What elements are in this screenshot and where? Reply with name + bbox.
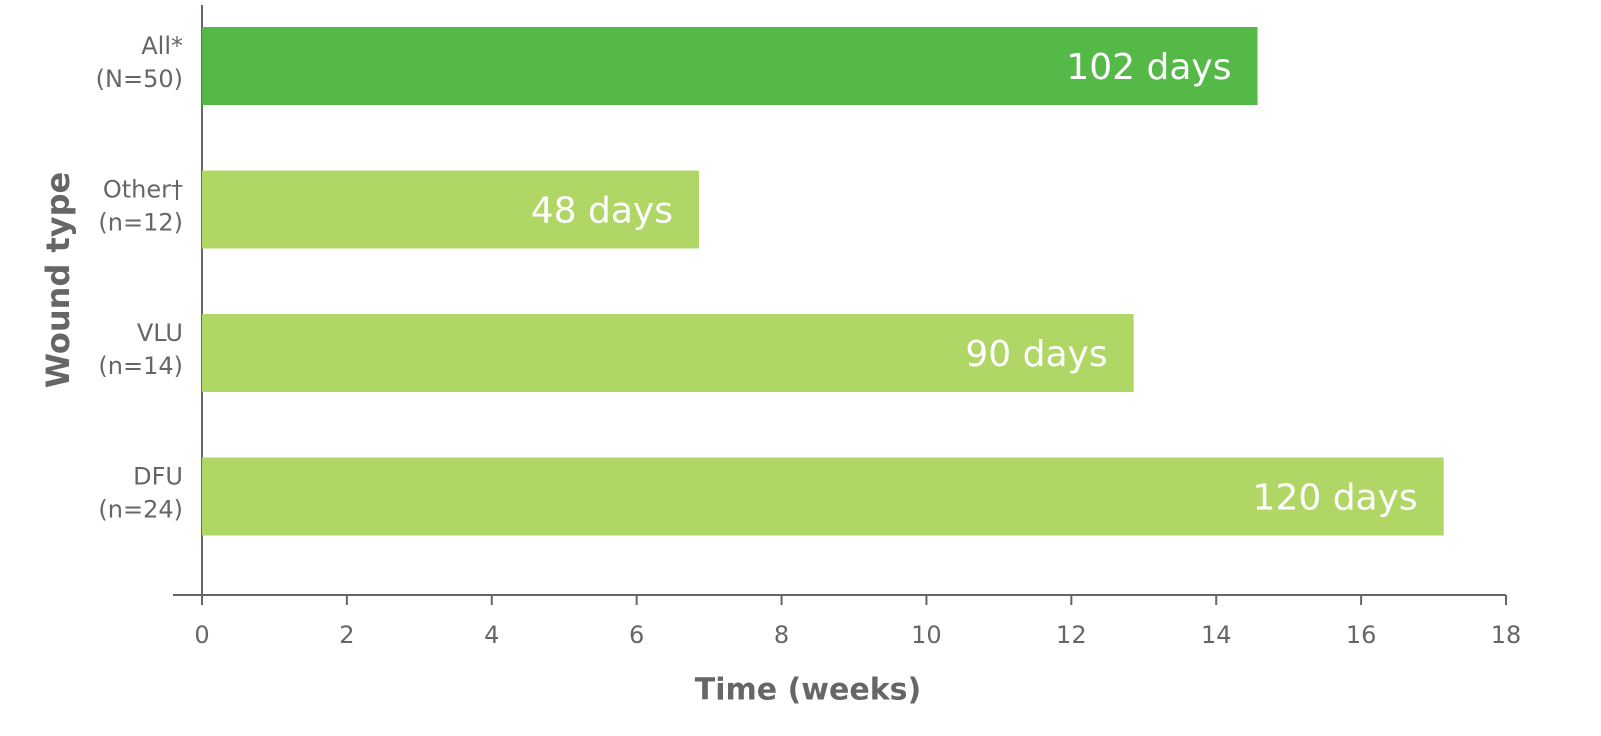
x-tick-label: 18	[1491, 621, 1522, 649]
category-label: VLU	[137, 319, 183, 347]
value-label: 90 days	[965, 334, 1107, 375]
y-axis-title: Wound type	[39, 172, 77, 389]
x-axis-title: Time (weeks)	[695, 673, 921, 708]
bar	[202, 457, 1444, 536]
category-count: (N=50)	[96, 65, 183, 93]
category-label: DFU	[133, 463, 183, 491]
x-tick-label: 16	[1346, 621, 1377, 649]
bar	[202, 170, 699, 249]
category-label: Other†	[103, 176, 183, 204]
x-tick-label: 2	[339, 621, 354, 649]
value-label: 48 days	[531, 191, 673, 232]
category-count: (n=24)	[98, 496, 183, 524]
category-count: (n=14)	[98, 352, 183, 380]
x-tick-label: 10	[911, 621, 942, 649]
value-label: 102 days	[1066, 47, 1231, 88]
x-tick-label: 8	[774, 621, 789, 649]
x-tick-label: 14	[1201, 621, 1232, 649]
x-tick-label: 12	[1056, 621, 1087, 649]
bar	[202, 27, 1258, 105]
x-tick-label: 4	[484, 621, 499, 649]
bar	[202, 314, 1134, 392]
x-tick-label: 6	[629, 621, 644, 649]
category-count: (n=12)	[98, 209, 183, 237]
value-label: 120 days	[1253, 478, 1418, 519]
x-tick-label: 0	[194, 621, 209, 649]
category-label: All*	[141, 32, 183, 60]
